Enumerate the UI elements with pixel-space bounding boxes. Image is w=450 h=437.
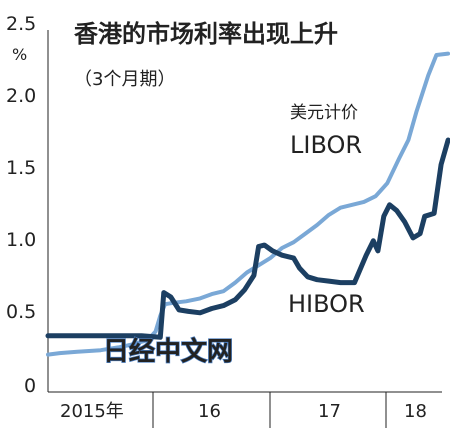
x-tick-label-2016: 16 — [198, 401, 221, 422]
y-tick-labels: 2.5 2.0 1.5 1.0 0.5 0 — [6, 13, 36, 397]
series-line-hibor — [45, 137, 450, 340]
series-label-libor-line1: 美元计价 — [290, 103, 358, 123]
y-tick-label: 1.0 — [6, 229, 36, 251]
series-label-hibor: HIBOR — [288, 290, 365, 318]
chart-title: 香港的市场利率出现上升 — [74, 20, 338, 48]
x-tick-label-2017: 17 — [318, 401, 341, 422]
series-line-libor — [46, 51, 450, 357]
watermark-logo: 日经中文网 — [103, 336, 233, 367]
y-tick-label: 1.5 — [6, 157, 36, 179]
y-tick-label: 2.5 — [6, 13, 36, 35]
y-tick-label: 2.0 — [6, 85, 36, 107]
chart-subtitle: （3个月期） — [74, 69, 175, 90]
x-tick-label-2015: 2015年 — [60, 401, 124, 422]
y-tick-label: 0.5 — [6, 301, 36, 323]
y-tick-label: 0 — [24, 375, 36, 397]
x-tick-label-2018: 18 — [404, 401, 427, 422]
y-unit-label: % — [12, 45, 27, 64]
series-label-libor-line2: LIBOR — [290, 131, 362, 159]
